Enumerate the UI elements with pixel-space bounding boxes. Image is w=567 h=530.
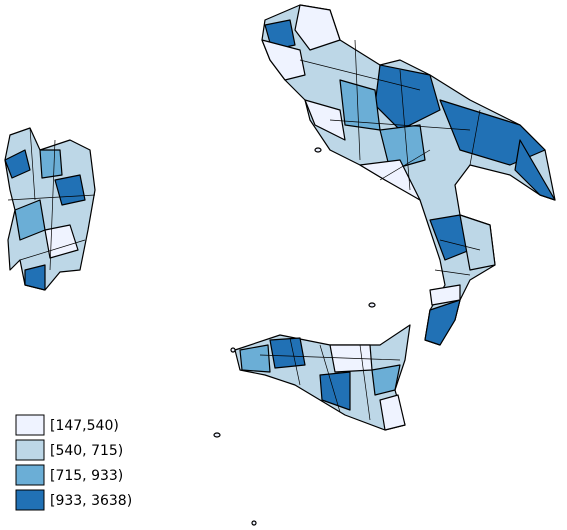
- legend-swatch: [15, 489, 45, 511]
- legend-swatch: [15, 414, 45, 436]
- legend-label: [715, 933): [50, 468, 123, 484]
- legend: [147,540) [540, 715) [715, 933) [933, 3638): [15, 414, 132, 511]
- legend-swatch: [15, 439, 45, 461]
- legend-label: [147,540): [50, 418, 119, 434]
- legend-label: [933, 3638): [50, 493, 132, 509]
- sardinia: [4, 127, 96, 291]
- sicily: [234, 324, 411, 431]
- legend-swatch: [15, 464, 45, 486]
- legend-label: [540, 715): [50, 443, 123, 459]
- southern-mainland: [261, 4, 556, 346]
- islands: [213, 147, 376, 526]
